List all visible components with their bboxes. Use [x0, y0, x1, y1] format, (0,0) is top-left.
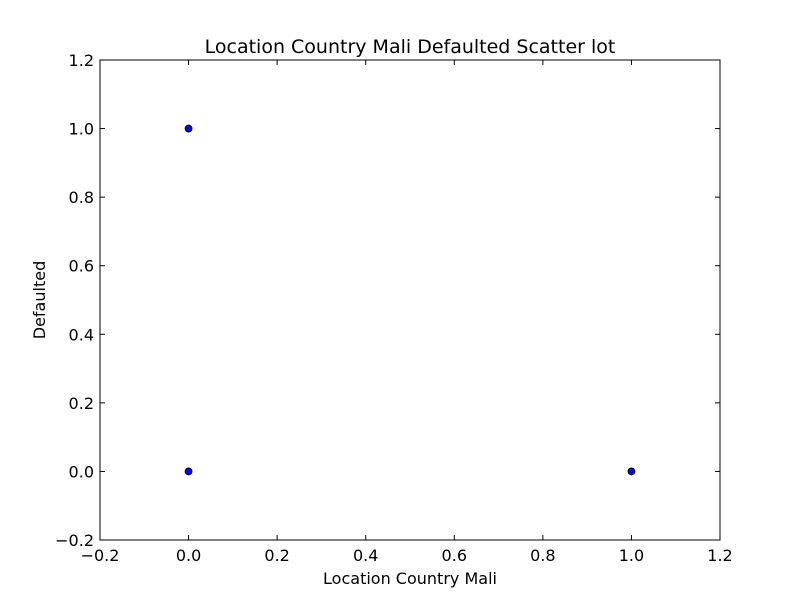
x-tick-label: 0.2	[264, 546, 289, 565]
x-tick-label: 1.0	[619, 546, 644, 565]
y-axis-label: Defaulted	[30, 261, 49, 339]
plot-area: −0.2 0.0 0.2 0.4 0.6 0.8 1.0 1.2 −0.2 0.0 0.2 0.4 0.…	[55, 51, 733, 565]
y-tick-label: 0.2	[69, 394, 94, 413]
data-point	[184, 467, 193, 476]
y-tick-label: 1.2	[69, 51, 94, 70]
x-axis-label: Location Country Mali	[323, 569, 497, 588]
data-point	[184, 124, 193, 133]
y-tick-label: 0.0	[69, 462, 94, 481]
x-tick-label: 0.0	[176, 546, 201, 565]
axes-frame	[99, 59, 721, 541]
x-tick-label: 0.6	[442, 546, 467, 565]
y-tick-label: 0.8	[69, 188, 94, 207]
y-tick-label: 1.0	[69, 120, 94, 139]
y-tick-label: −0.2	[55, 531, 94, 550]
y-tick-label: 0.4	[69, 325, 94, 344]
x-tick-label: 0.4	[353, 546, 378, 565]
x-tick-label: 0.8	[530, 546, 555, 565]
y-tick-label: 0.6	[69, 257, 94, 276]
data-point	[627, 467, 636, 476]
chart-title: Location Country Mali Defaulted Scatter …	[205, 36, 616, 58]
x-tick-label: −0.2	[81, 546, 120, 565]
x-tick-label: 1.2	[707, 546, 732, 565]
